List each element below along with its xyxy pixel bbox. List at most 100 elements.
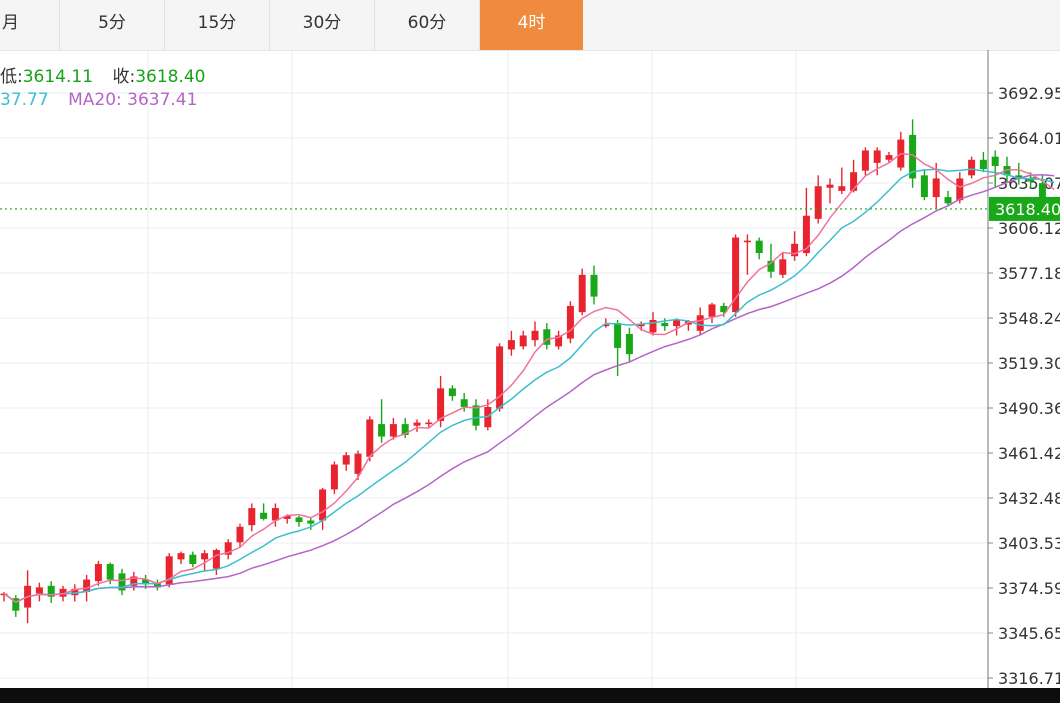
candle-body <box>59 588 67 597</box>
candle-body <box>35 587 43 594</box>
y-tick-label: 3432.48 <box>998 489 1060 508</box>
candle-body <box>496 346 504 409</box>
ohlc-info-row: 低:3614.11 收:3618.40 <box>0 62 206 87</box>
tab-4hour[interactable]: 4时 <box>480 0 583 50</box>
candle-body <box>932 178 940 198</box>
y-tick-label: 3577.18 <box>998 264 1060 283</box>
candle-body <box>826 184 834 188</box>
candle-body <box>920 175 928 198</box>
ma-info-row: 37.77 MA20: 3637.41 <box>0 90 197 110</box>
candle-body <box>991 156 999 167</box>
period-tab-bar: 月 5分 15分 30分 60分 4时 <box>0 0 1060 51</box>
candle-body <box>248 508 256 526</box>
candle-body <box>519 335 527 347</box>
candle-body <box>732 237 740 313</box>
candle-body <box>1003 166 1011 176</box>
candle-body <box>802 215 810 254</box>
candle-body <box>531 330 539 341</box>
candlestick-chart[interactable]: 3692.953664.013635.073606.123577.183548.… <box>0 50 1060 690</box>
candle-body <box>602 324 610 327</box>
candle-body <box>212 550 220 569</box>
candle-body <box>850 172 858 191</box>
candle-body <box>625 333 633 355</box>
y-tick-label: 3345.65 <box>998 624 1060 643</box>
candle-body <box>342 455 350 465</box>
candle-body <box>649 319 657 333</box>
candle-body <box>661 323 669 327</box>
candle-body <box>838 186 846 191</box>
close-value: 3618.40 <box>135 67 206 87</box>
y-tick-label: 3548.24 <box>998 309 1060 328</box>
candle-body <box>873 150 881 163</box>
candle-body <box>720 305 728 313</box>
y-tick-label: 3692.95 <box>998 84 1060 103</box>
candle-body <box>177 553 185 560</box>
candle-body <box>909 134 917 179</box>
candle-body <box>767 260 775 272</box>
candle-body <box>307 520 315 524</box>
candle-body <box>708 304 716 317</box>
ma5-line <box>3 152 1055 603</box>
y-tick-label: 3606.12 <box>998 219 1060 238</box>
ma10-line <box>3 168 1055 603</box>
ma20-label: MA20: <box>68 90 122 110</box>
candle-body <box>696 315 704 331</box>
y-tick-label: 3316.71 <box>998 669 1060 688</box>
candle-body <box>590 274 598 297</box>
candle-body <box>460 399 468 408</box>
candle-body <box>224 542 232 555</box>
candle-body <box>543 329 551 345</box>
candle-body <box>448 388 456 397</box>
candle-body <box>614 323 622 348</box>
tab-30min[interactable]: 30分 <box>270 0 375 50</box>
candle-body <box>437 388 445 421</box>
y-tick-label: 3664.01 <box>998 129 1060 148</box>
bottom-bar <box>0 688 1060 703</box>
candle-body <box>189 554 197 565</box>
low-label: 低: <box>0 67 23 87</box>
candle-body <box>779 259 787 275</box>
candle-body <box>47 585 55 597</box>
candle-body <box>142 579 150 585</box>
candle-body <box>1027 178 1035 182</box>
candle-body <box>555 335 563 347</box>
candle-body <box>260 512 268 519</box>
candle-body <box>755 240 763 254</box>
y-tick-label: 3403.53 <box>998 534 1060 553</box>
candle-body <box>118 573 126 591</box>
y-tick-label: 3490.36 <box>998 399 1060 418</box>
candle-body <box>814 186 822 219</box>
candle-body <box>330 464 338 490</box>
candle-body <box>401 424 409 435</box>
tab-5min[interactable]: 5分 <box>60 0 165 50</box>
candle-body <box>389 424 397 437</box>
candle-body <box>413 422 421 426</box>
candle-body <box>153 582 161 588</box>
candle-body <box>637 324 645 327</box>
candle-body <box>1038 183 1046 204</box>
tab-60min[interactable]: 60分 <box>375 0 480 50</box>
candle-body <box>106 564 114 580</box>
tab-month[interactable]: 月 <box>0 0 60 50</box>
candle-body <box>861 150 869 171</box>
candle-body <box>201 553 209 560</box>
current-price-label: 3618.40 <box>995 200 1060 219</box>
ma20-line <box>3 173 1055 603</box>
y-tick-label: 3461.42 <box>998 444 1060 463</box>
candle-body <box>295 517 303 523</box>
candle-body <box>944 197 952 204</box>
y-tick-label: 3519.30 <box>998 354 1060 373</box>
candle-body <box>507 340 515 350</box>
close-label: 收: <box>112 67 136 87</box>
candle-body <box>1015 175 1023 179</box>
candle-body <box>885 155 893 160</box>
candle-body <box>673 319 681 327</box>
ma20-value: 3637.41 <box>127 90 198 110</box>
low-value: 3614.11 <box>22 67 94 87</box>
candle-body <box>94 564 102 582</box>
candle-body <box>791 243 799 257</box>
tab-15min[interactable]: 15分 <box>165 0 270 50</box>
candle-body <box>83 579 91 593</box>
current-price-badge <box>989 196 1060 221</box>
candle-body <box>271 508 279 521</box>
